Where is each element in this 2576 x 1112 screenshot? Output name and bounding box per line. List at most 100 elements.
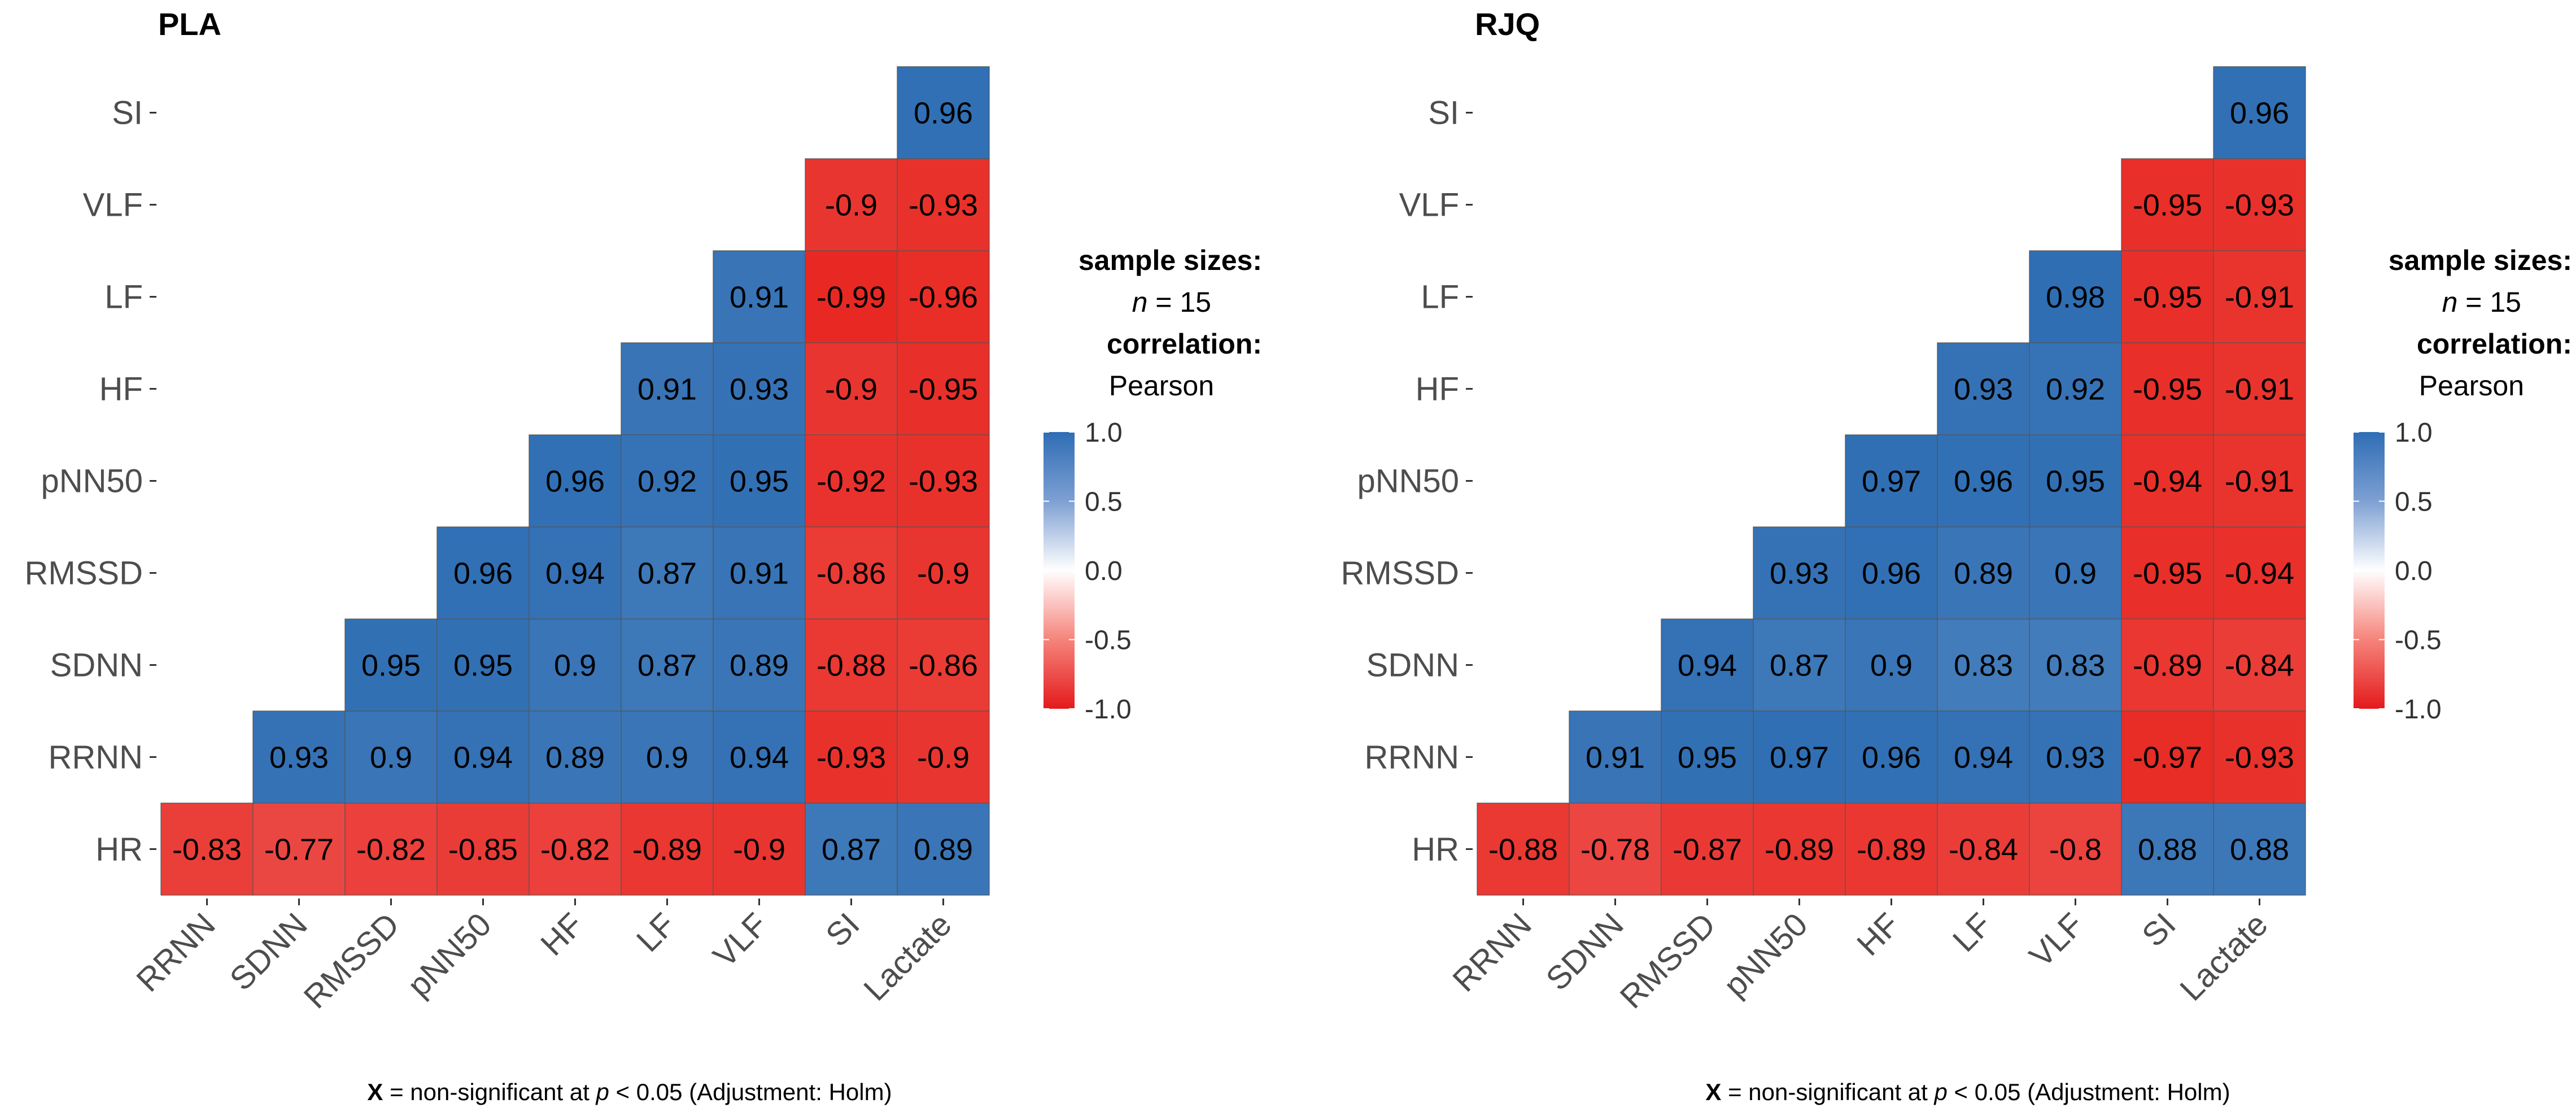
x-tick-label: SDNN [223,906,315,997]
cell-value-label: 0.96 [2230,97,2289,130]
heatmap-cell [2121,158,2214,251]
heatmap-cell [805,158,898,251]
heatmap-cell [805,250,898,343]
legend-corr-method: Pearson [2419,370,2524,402]
heatmap-cell [529,618,622,712]
cell-value-label: -0.95 [2133,557,2202,591]
y-tick-label: SDNN [50,647,143,684]
x-tick-label: pNN50 [400,906,499,1004]
heatmap-cell [897,66,990,159]
cell-value-label: 0.91 [1586,741,1645,775]
cell-value-label: 0.91 [638,373,697,407]
cell-value-label: -0.93 [2225,741,2294,775]
y-tick-label: pNN50 [1357,463,1459,500]
heatmap-cell [897,342,990,435]
cell-value-label: -0.96 [909,281,978,315]
heatmap-cell [805,526,898,620]
cell-value-label: 0.87 [638,649,697,683]
cell-value-label: 0.89 [914,833,973,867]
heatmap-cell [2121,710,2214,804]
heatmap-cell [1477,803,1570,896]
heatmap-cell [2213,66,2306,159]
heatmap-cell [2029,803,2122,896]
cell-value-label: 0.89 [730,649,789,683]
cell-value-label: 0.98 [2046,281,2105,315]
heatmap-cell [160,803,254,896]
heatmap-cell [436,526,530,620]
cell-value-label: -0.82 [540,833,610,867]
cell-value-label: 0.95 [730,465,789,499]
heatmap-cell [529,710,622,804]
cell-value-label: -0.94 [2225,557,2294,591]
heatmap-cell [2213,250,2306,343]
cell-value-label: 0.9 [2054,557,2097,591]
cell-value-label: -0.9 [825,373,877,407]
heatmap-cell [1661,618,1754,712]
cell-value-label: 0.93 [1954,373,2013,407]
caption: X = non-significant at p < 0.05 (Adjustm… [1705,1079,2230,1105]
heatmap-cell [1845,434,1938,527]
heatmap-cell [713,526,806,620]
cell-value-label: 0.87 [822,833,881,867]
y-tick-label: SDNN [1366,647,1459,684]
x-tick-label: RRNN [129,906,222,998]
cell-value-label: -0.95 [2133,189,2202,223]
cell-value-label: -0.94 [2133,465,2202,499]
cell-value-label: -0.85 [448,833,518,867]
heatmap-cell [436,618,530,712]
x-tick-label: RMSSD [1613,906,1723,1015]
cell-value-label: -0.8 [2049,833,2102,867]
y-tick-label: RRNN [1364,739,1459,776]
heatmap-cell [897,618,990,712]
y-tick-label: RRNN [48,739,143,776]
x-tick-label: RMSSD [297,906,407,1015]
cell-value-label: 0.91 [730,557,789,591]
heatmap-cell [713,342,806,435]
heatmap-cell [1845,710,1938,804]
cell-value-label: -0.9 [917,557,970,591]
heatmap-cell [2121,618,2214,712]
x-tick-label: VLF [2023,906,2091,974]
cell-value-label: 0.92 [638,465,697,499]
cell-value-label: -0.95 [909,373,978,407]
heatmap-cell [713,710,806,804]
heatmap-cell [2121,434,2214,527]
colorbar-tick-label: 0.0 [1085,556,1123,586]
heatmap-cell [1937,526,2030,620]
y-tick-label: LF [1421,279,1459,316]
cell-value-label: 0.93 [1770,557,1829,591]
heatmap-cell [805,803,898,896]
heatmap-cell [344,618,438,712]
cell-value-label: 0.87 [1770,649,1829,683]
heatmap-cell [1845,526,1938,620]
cell-value-label: 0.96 [1862,741,1921,775]
cell-value-label: -0.87 [1673,833,1742,867]
cell-value-label: -0.9 [917,741,970,775]
cell-value-label: 0.89 [1954,557,2013,591]
heatmap-panel-rjq: RJQ -0.88 -0.78 -0.87 -0.89 -0.89 -0.84 -0.8 0.8… [1341,6,2572,1105]
y-tick-label: RMSSD [1341,555,1459,592]
x-tick-label: RRNN [1446,906,1538,998]
cell-value-label: 0.9 [1870,649,1913,683]
heatmap-cell [436,803,530,896]
heatmap-cell [2029,342,2122,435]
colorbar-tick-label: 1.0 [1085,418,1123,448]
heatmap-cell [713,803,806,896]
heatmap-cell [2213,710,2306,804]
y-tick-label: RMSSD [25,555,143,592]
cell-value-label: -0.83 [172,833,242,867]
y-tick-label: VLF [83,187,143,224]
cell-value-label: 0.88 [2138,833,2197,867]
cell-value-label: -0.9 [733,833,785,867]
cell-value-label: -0.95 [2133,373,2202,407]
x-tick-label: VLF [706,906,775,974]
legend: sample sizes: n = 15 correlation: Pearson 1.… [1044,245,1262,725]
heatmap-cell [897,158,990,251]
heatmap-cell [2213,803,2306,896]
colorbar-tick-label: 0.0 [2395,556,2433,586]
heatmap-cell [897,526,990,620]
cell-value-label: -0.9 [825,189,877,223]
heatmap-cell [252,710,346,804]
heatmap-cell [621,526,714,620]
cell-value-label: 0.97 [1862,465,1921,499]
